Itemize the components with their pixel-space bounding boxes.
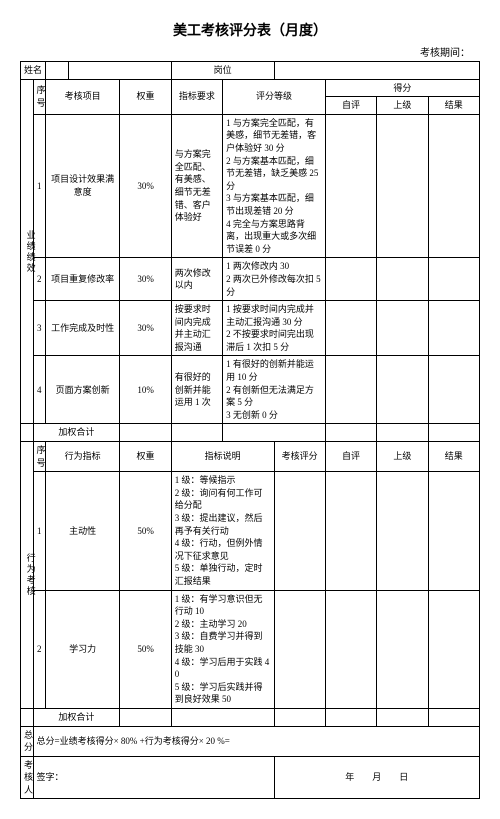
perf3-self[interactable] xyxy=(325,301,376,356)
hdr-assess-score: 考核评分 xyxy=(274,442,325,472)
perf4-weight: 10% xyxy=(120,356,171,424)
hdr-indicator-desc: 指标说明 xyxy=(171,442,274,472)
evaluation-table: 姓名 岗位 业绩绩效 序号 考核项目 权重 指标要求 评分等级 得分 自评 上级… xyxy=(20,61,480,799)
wt1-sup[interactable] xyxy=(377,424,428,442)
perf2-res[interactable] xyxy=(428,258,479,301)
hdr-weight: 权重 xyxy=(120,79,171,114)
perf3-seq: 3 xyxy=(33,301,46,356)
perf2-levels: 1 两次修改内 30 2 两次已外修改每次扣 5 分 xyxy=(223,258,326,301)
perf4-levels: 1 有很好的创新并能运用 10 分 2 有创新但无法满足方案 5 分 3 无创新… xyxy=(223,356,326,424)
perf4-item: 页面方案创新 xyxy=(46,356,120,424)
section-performance: 业绩绩效 xyxy=(21,79,34,424)
hdr-requirement: 指标要求 xyxy=(171,79,222,114)
perf4-self[interactable] xyxy=(325,356,376,424)
total-label: 总分 xyxy=(21,726,34,756)
wt1-c1 xyxy=(120,424,171,442)
assessment-period: 考核期间： xyxy=(20,44,480,59)
hdr-score: 得分 xyxy=(325,79,479,97)
weighted-total-1: 加权合计 xyxy=(33,424,120,442)
perf2-sup[interactable] xyxy=(377,258,428,301)
perf4-req: 有很好的创新并能运用 1 次 xyxy=(171,356,222,424)
wt2-self[interactable] xyxy=(325,708,376,726)
beh2-desc: 1 级：有学习意识但无行动 10 2 级：主动学习 20 3 级：自费学习并得到… xyxy=(171,590,274,708)
hdr-self2: 自评 xyxy=(325,442,376,472)
perf1-item: 项目设计效果满意度 xyxy=(46,114,120,258)
perf2-req: 两次修改以内 xyxy=(171,258,222,301)
wt2-sup[interactable] xyxy=(377,708,428,726)
perf2-weight: 30% xyxy=(120,258,171,301)
beh1-assess[interactable] xyxy=(274,472,325,590)
beh2-item: 学习力 xyxy=(46,590,120,708)
date-label: 年 月 日 xyxy=(274,756,480,799)
hdr-item: 考核项目 xyxy=(46,79,120,114)
page-title: 美工考核评分表（月度） xyxy=(20,20,480,40)
perf3-req: 按要求时间内完成并主动汇报沟通 xyxy=(171,301,222,356)
hdr-seq2: 序号 xyxy=(33,442,46,472)
perf1-weight: 30% xyxy=(120,114,171,258)
hdr-weight2: 权重 xyxy=(120,442,171,472)
hdr-levels: 评分等级 xyxy=(223,79,326,114)
beh2-assess[interactable] xyxy=(274,590,325,708)
beh1-sup[interactable] xyxy=(377,472,428,590)
label-position: 岗位 xyxy=(171,62,274,80)
beh1-self[interactable] xyxy=(325,472,376,590)
perf4-seq: 4 xyxy=(33,356,46,424)
perf2-item: 项目重复修改率 xyxy=(46,258,120,301)
weighted-total-2: 加权合计 xyxy=(33,708,120,726)
hdr-behavior-indicator: 行为指标 xyxy=(46,442,120,472)
perf1-sup[interactable] xyxy=(377,114,428,258)
name-value-2 xyxy=(69,62,172,80)
perf1-self[interactable] xyxy=(325,114,376,258)
sign-label: 签字： xyxy=(33,756,274,799)
wt1-pad xyxy=(21,424,34,442)
assessor-label: 考核人 xyxy=(21,756,34,799)
perf3-res[interactable] xyxy=(428,301,479,356)
perf2-self[interactable] xyxy=(325,258,376,301)
beh1-item: 主动性 xyxy=(46,472,120,590)
hdr-seq: 序号 xyxy=(33,79,46,114)
wt1-c2 xyxy=(171,424,222,442)
beh1-weight: 50% xyxy=(120,472,171,590)
beh1-res[interactable] xyxy=(428,472,479,590)
perf1-res[interactable] xyxy=(428,114,479,258)
beh1-desc: 1 级：等候指示 2 级：询问有何工作可给分配 3 级：提出建议，然后再予有关行… xyxy=(171,472,274,590)
wt1-self[interactable] xyxy=(325,424,376,442)
perf4-res[interactable] xyxy=(428,356,479,424)
wt2-c1 xyxy=(120,708,171,726)
hdr-result: 结果 xyxy=(428,97,479,115)
wt1-res[interactable] xyxy=(428,424,479,442)
name-value xyxy=(46,62,69,80)
perf4-sup[interactable] xyxy=(377,356,428,424)
label-name: 姓名 xyxy=(21,62,46,80)
hdr-superior: 上级 xyxy=(377,97,428,115)
section-behavior: 行为考核 xyxy=(21,442,34,709)
beh2-self[interactable] xyxy=(325,590,376,708)
perf1-levels: 1 与方案完全匹配，有美感，细节无差错，客户体验好 30 分 2 与方案基本匹配… xyxy=(223,114,326,258)
perf3-sup[interactable] xyxy=(377,301,428,356)
perf3-weight: 30% xyxy=(120,301,171,356)
perf1-req: 与方案完全匹配、有美感、细节无差错、客户体验好 xyxy=(171,114,222,258)
beh2-res[interactable] xyxy=(428,590,479,708)
total-formula: 总分=业绩考核得分× 80% +行为考核得分× 20 %= xyxy=(33,726,480,756)
beh2-weight: 50% xyxy=(120,590,171,708)
hdr-superior2: 上级 xyxy=(377,442,428,472)
position-value xyxy=(274,62,480,80)
hdr-self: 自评 xyxy=(325,97,376,115)
perf3-item: 工作完成及时性 xyxy=(46,301,120,356)
wt2-res[interactable] xyxy=(428,708,479,726)
hdr-result2: 结果 xyxy=(428,442,479,472)
beh2-sup[interactable] xyxy=(377,590,428,708)
wt2-assess[interactable] xyxy=(274,708,325,726)
wt2-pad xyxy=(21,708,34,726)
perf3-levels: 1 按要求时间内完成并主动汇报沟通 30 分 2 不按要求时间完出现滞后 1 次… xyxy=(223,301,326,356)
wt2-c2 xyxy=(171,708,274,726)
wt1-c3 xyxy=(223,424,326,442)
beh2-seq: 2 xyxy=(33,590,46,708)
